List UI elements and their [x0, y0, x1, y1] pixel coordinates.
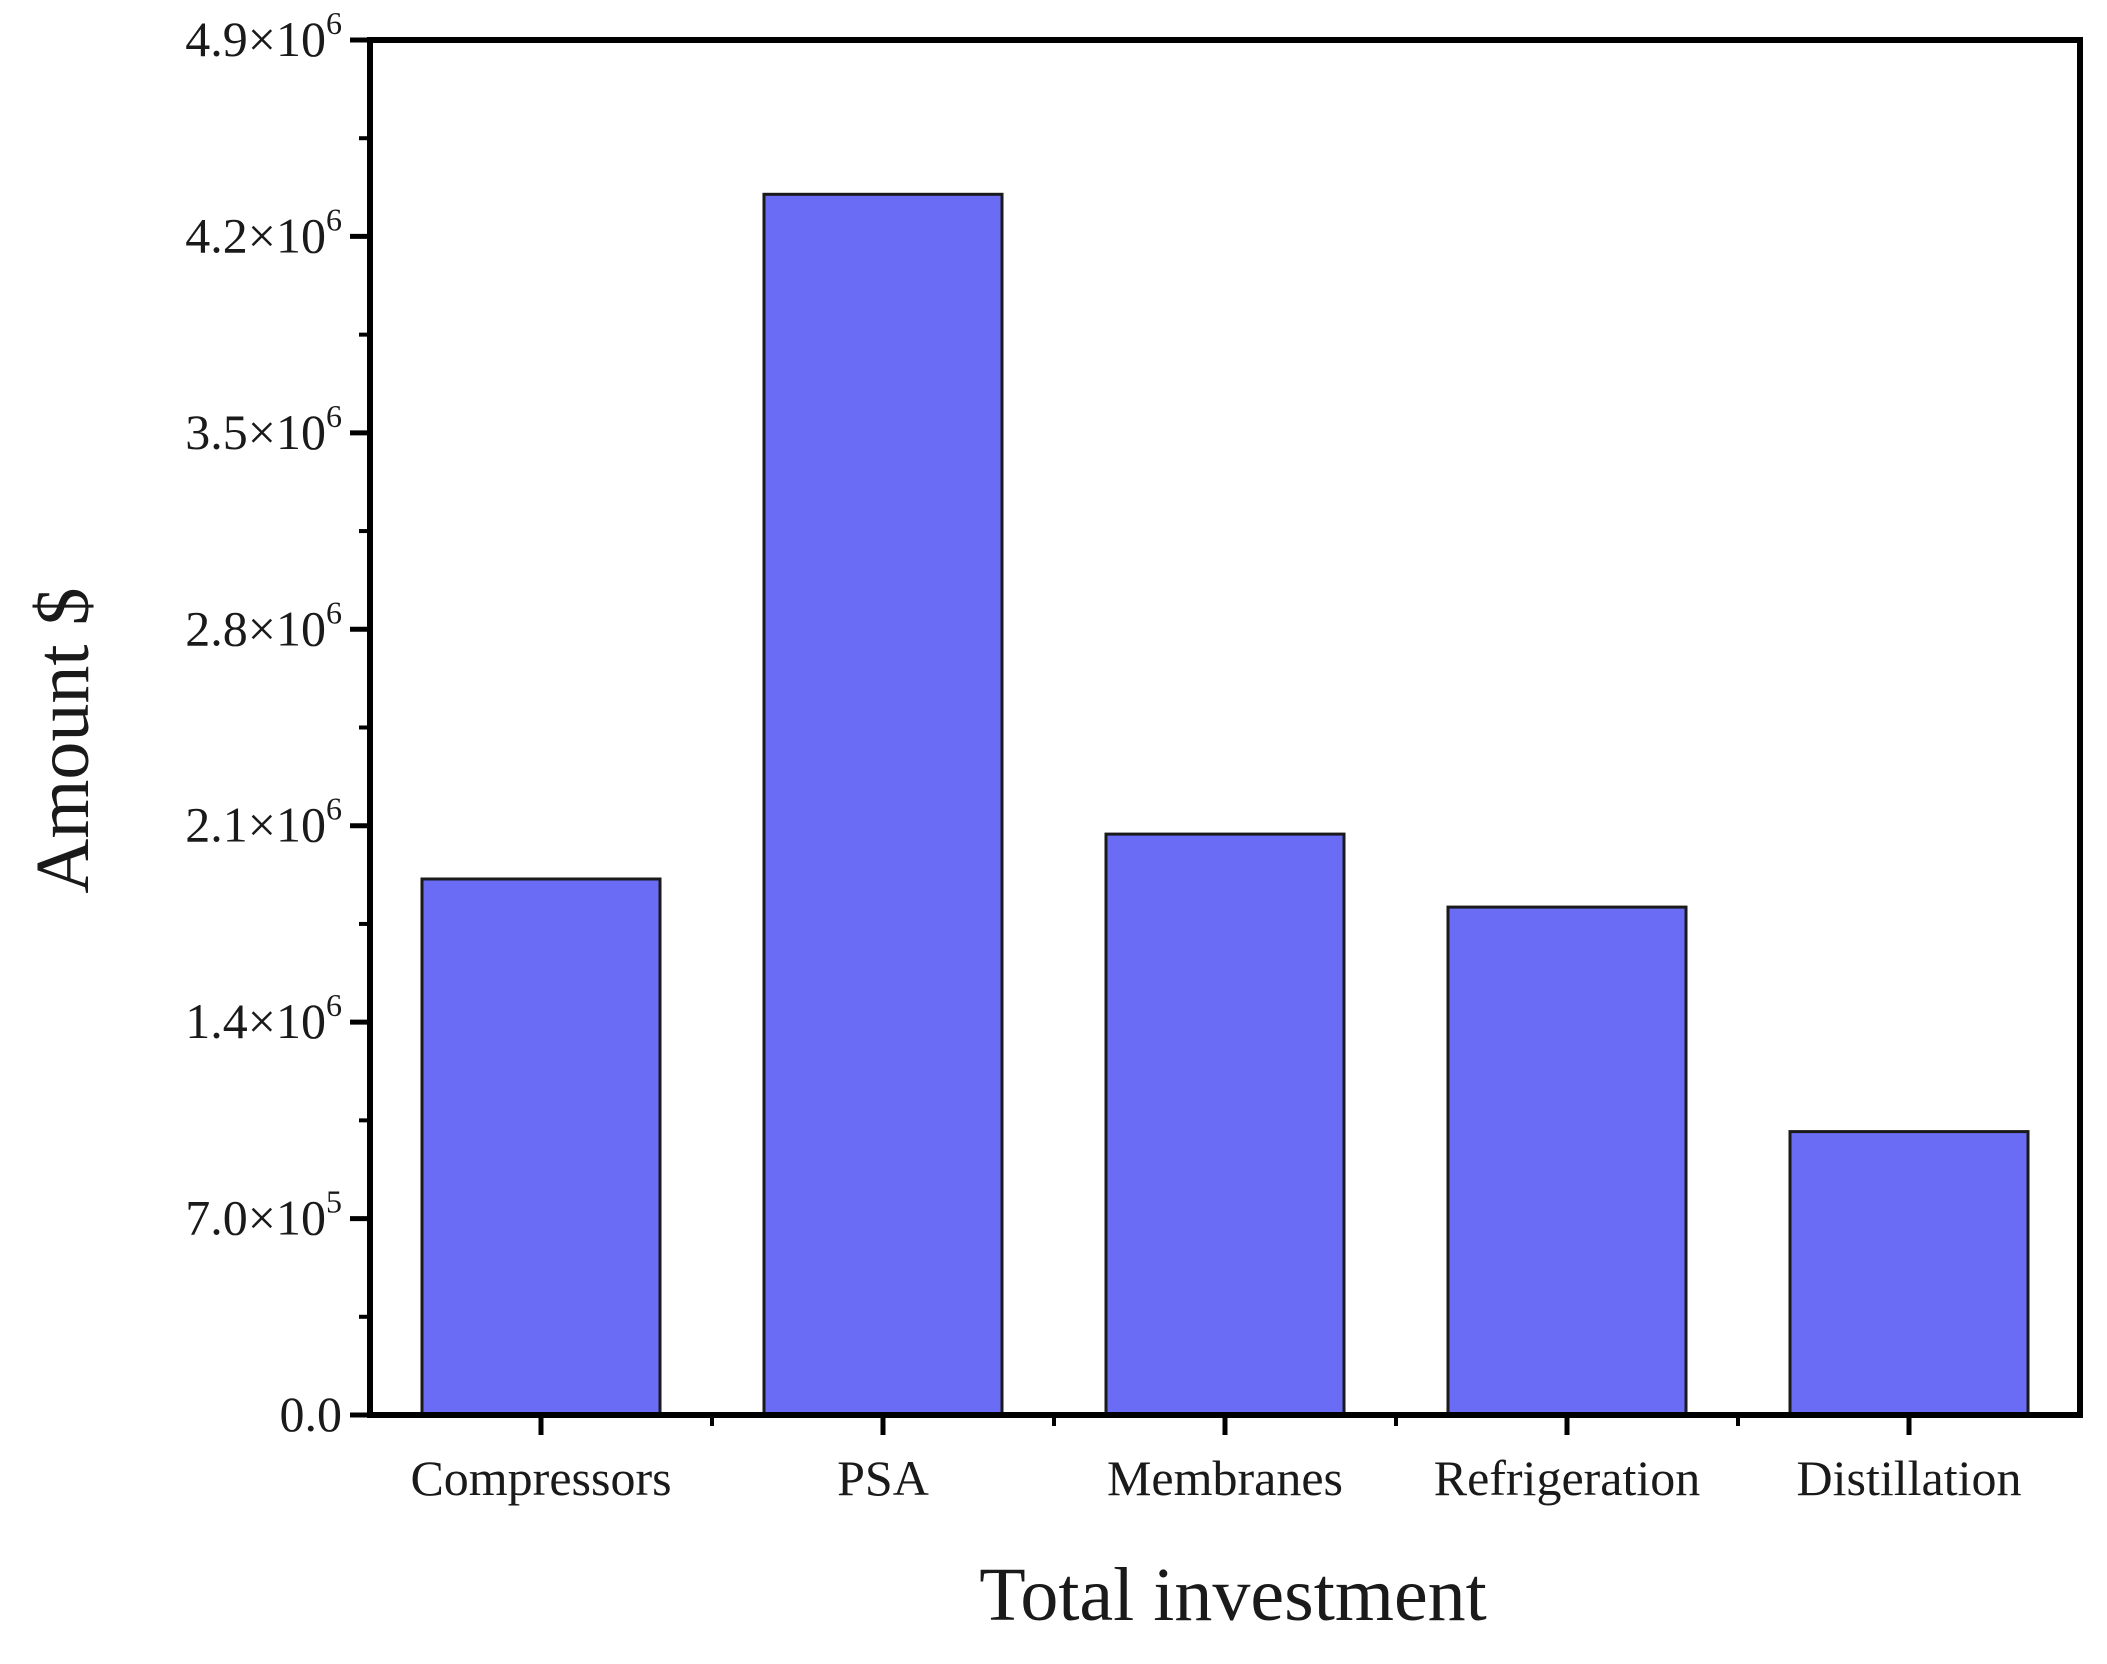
y-tick-mantissa: 0.0	[280, 1386, 343, 1442]
y-tick-label: 7.0×105	[185, 1184, 342, 1246]
y-tick-mantissa: 7.0×10	[185, 1190, 326, 1246]
y-tick-exponent: 6	[326, 201, 342, 237]
y-tick-label: 4.2×106	[185, 201, 342, 263]
y-tick-exponent: 6	[326, 594, 342, 630]
bar-distillation	[1788, 1130, 2030, 1417]
y-tick-exponent: 5	[326, 1184, 342, 1220]
labels-layer: 0.07.0×1051.4×1062.1×1062.8×1063.5×1064.…	[21, 5, 2022, 1637]
y-tick-mantissa: 2.8×10	[185, 600, 326, 656]
y-axis-title: Amount $	[21, 587, 105, 893]
bar-psa	[762, 192, 1004, 1417]
y-tick-mantissa: 4.2×10	[185, 207, 326, 263]
y-tick-exponent: 6	[326, 791, 342, 827]
bars-layer	[420, 192, 2030, 1417]
bar-compressors	[420, 877, 662, 1417]
bar-membranes	[1104, 832, 1346, 1417]
axes-layer	[350, 37, 2083, 1435]
y-tick-exponent: 6	[326, 5, 342, 41]
y-tick-mantissa: 2.1×10	[185, 797, 326, 853]
y-tick-mantissa: 4.9×10	[185, 11, 326, 67]
y-tick-label: 1.4×106	[185, 987, 342, 1049]
y-tick-label: 2.1×106	[185, 791, 342, 853]
y-tick-mantissa: 1.4×10	[185, 993, 326, 1049]
x-tick-label: Distillation	[1797, 1450, 2022, 1506]
y-tick-mantissa: 3.5×10	[185, 404, 326, 460]
y-tick-exponent: 6	[326, 987, 342, 1023]
bar-refrigeration	[1446, 905, 1688, 1417]
x-tick-label: Refrigeration	[1434, 1450, 1701, 1506]
y-tick-label: 4.9×106	[185, 5, 342, 67]
y-tick-label: 3.5×106	[185, 398, 342, 460]
y-tick-label: 0.0	[280, 1386, 343, 1442]
y-tick-exponent: 6	[326, 398, 342, 434]
y-tick-label: 2.8×106	[185, 594, 342, 656]
x-tick-label: PSA	[837, 1450, 929, 1506]
x-tick-label: Compressors	[410, 1450, 671, 1506]
x-axis-title: Total investment	[979, 1553, 1487, 1637]
x-tick-label: Membranes	[1107, 1450, 1343, 1506]
